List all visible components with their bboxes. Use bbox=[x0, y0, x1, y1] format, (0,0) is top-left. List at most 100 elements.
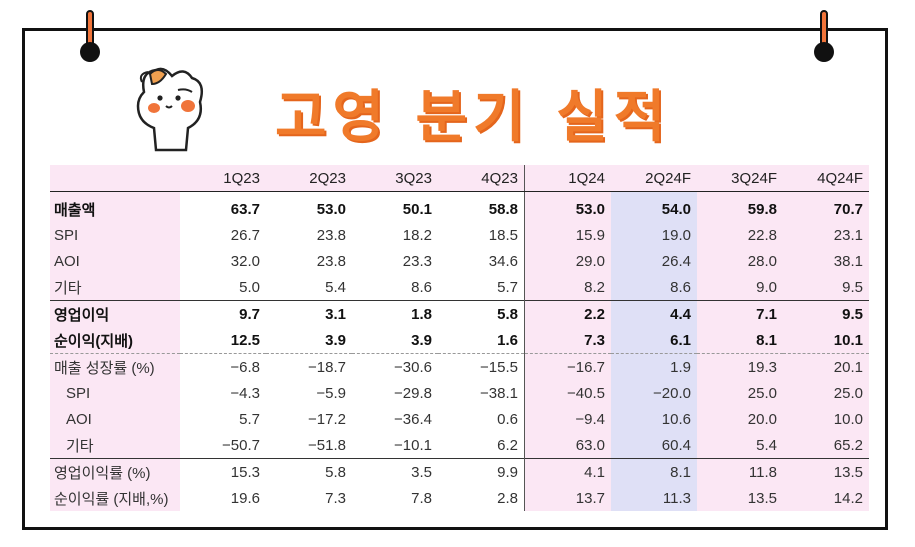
table-row: SPI −4.3 −5.9 −29.8 −38.1 −40.5 −20.0 25… bbox=[50, 380, 869, 406]
table-cell: 38.1 bbox=[783, 248, 869, 274]
table-row: 기타 −50.7 −51.8 −10.1 6.2 63.0 60.4 5.4 6… bbox=[50, 432, 869, 459]
table-row: 매출액 63.7 53.0 50.1 58.8 53.0 54.0 59.8 7… bbox=[50, 191, 869, 222]
table-cell: −30.6 bbox=[352, 353, 438, 380]
column-header: 2Q24F bbox=[611, 165, 697, 192]
table-cell: −17.2 bbox=[308, 410, 346, 428]
table-cell: 14.2 bbox=[783, 485, 869, 511]
row-label: AOI bbox=[50, 248, 180, 274]
table-cell: 22.8 bbox=[697, 222, 783, 248]
table-cell: 3.9 bbox=[411, 331, 432, 349]
table-cell: 13.5 bbox=[783, 458, 869, 485]
table-row: 기타 5.0 5.4 8.6 5.7 8.2 8.6 9.0 9.5 bbox=[50, 274, 869, 301]
table-cell: −4.3 bbox=[230, 384, 260, 402]
table-cell: −5.9 bbox=[316, 384, 346, 402]
table-cell: 23.1 bbox=[783, 222, 869, 248]
table-cell: 63.0 bbox=[524, 432, 611, 459]
table-cell: 5.7 bbox=[497, 278, 518, 296]
page-title: 고영 분기 실적 bbox=[275, 85, 672, 150]
table-cell: 50.1 bbox=[402, 200, 432, 218]
table-cell: 8.2 bbox=[524, 274, 611, 301]
table-cell: −10.1 bbox=[394, 436, 432, 454]
cat-mascot-icon bbox=[136, 67, 203, 152]
pin-ring-icon-right bbox=[814, 42, 834, 62]
table-cell: 23.3 bbox=[402, 252, 432, 270]
table-cell: 7.1 bbox=[697, 300, 783, 327]
table-cell: 65.2 bbox=[783, 432, 869, 459]
table-cell: 10.6 bbox=[611, 406, 697, 432]
row-label: 기타 bbox=[50, 274, 180, 301]
table-cell: 5.8 bbox=[266, 458, 352, 485]
table-cell: 2.2 bbox=[524, 300, 611, 327]
table-row: 매출 성장률 (%) −6.8 −18.7 −30.6 −15.5 −16.7 … bbox=[50, 353, 869, 380]
table-cell: 23.8 bbox=[316, 252, 346, 270]
table-cell: 5.4 bbox=[697, 432, 783, 459]
table-row: 순이익률 (지배,%) 19.6 7.3 7.8 2.8 13.7 11.3 1… bbox=[50, 485, 869, 511]
table-row: 순이익(지배) 12.5 3.9 3.9 1.6 7.3 6.1 8.1 10.… bbox=[50, 327, 869, 354]
table-cell: 9.0 bbox=[697, 274, 783, 301]
table-cell: 5.4 bbox=[325, 278, 346, 296]
table-cell: 54.0 bbox=[611, 191, 697, 222]
table-cell: 2.8 bbox=[497, 489, 518, 507]
table-cell: 18.5 bbox=[488, 226, 518, 244]
table-cell: 8.1 bbox=[697, 327, 783, 354]
table-cell: 20.0 bbox=[697, 406, 783, 432]
table-cell: 20.1 bbox=[783, 353, 869, 380]
table-cell: 23.8 bbox=[316, 226, 346, 244]
table-row: AOI 32.0 23.8 23.3 34.6 29.0 26.4 28.0 3… bbox=[50, 248, 869, 274]
table-cell: 9.7 bbox=[180, 300, 266, 327]
table-cell: 13.7 bbox=[524, 485, 611, 511]
column-header: 1Q23 bbox=[180, 165, 266, 192]
table-cell: 26.4 bbox=[611, 248, 697, 274]
table-cell: 9.5 bbox=[783, 274, 869, 301]
table-cell: 28.0 bbox=[697, 248, 783, 274]
row-label: AOI bbox=[50, 406, 180, 432]
table-cell: −16.7 bbox=[524, 353, 611, 380]
table-cell: 26.7 bbox=[230, 226, 260, 244]
table-cell: 34.6 bbox=[488, 252, 518, 270]
row-label: 영업이익률 (%) bbox=[50, 458, 180, 485]
table-cell: −29.8 bbox=[394, 384, 432, 402]
table-cell: 15.9 bbox=[524, 222, 611, 248]
table-cell: 11.8 bbox=[697, 458, 783, 485]
table-cell: 8.6 bbox=[611, 274, 697, 301]
table-cell: 19.3 bbox=[697, 353, 783, 380]
row-label: 매출액 bbox=[50, 191, 180, 222]
row-label: 순이익(지배) bbox=[50, 327, 180, 354]
table-cell: 9.5 bbox=[783, 300, 869, 327]
table-cell: −38.1 bbox=[480, 384, 518, 402]
column-header: 2Q23 bbox=[266, 165, 352, 192]
table-cell: 12.5 bbox=[230, 331, 260, 349]
table-cell: 4.4 bbox=[611, 300, 697, 327]
table-cell: 10.1 bbox=[783, 327, 869, 354]
table-cell: 58.8 bbox=[488, 200, 518, 218]
table-cell: 25.0 bbox=[697, 380, 783, 406]
table-cell: 53.0 bbox=[524, 191, 611, 222]
pin-ring-icon-left bbox=[80, 42, 100, 62]
table-cell: 15.3 bbox=[180, 458, 266, 485]
table-cell: 19.0 bbox=[611, 222, 697, 248]
row-label: SPI bbox=[50, 222, 180, 248]
table-cell: 11.3 bbox=[611, 485, 697, 511]
table-cell: 3.9 bbox=[325, 331, 346, 349]
table-cell: 29.0 bbox=[524, 248, 611, 274]
table-cell: −9.4 bbox=[524, 406, 611, 432]
table-cell: −6.8 bbox=[180, 353, 266, 380]
table-cell: 1.6 bbox=[497, 331, 518, 349]
row-label: 매출 성장률 (%) bbox=[50, 353, 180, 380]
table-cell: 8.1 bbox=[611, 458, 697, 485]
row-label: 영업이익 bbox=[50, 300, 180, 327]
table-row: AOI 5.7 −17.2 −36.4 0.6 −9.4 10.6 20.0 1… bbox=[50, 406, 869, 432]
table-cell: 25.0 bbox=[783, 380, 869, 406]
table-cell: 70.7 bbox=[783, 191, 869, 222]
table-cell: 3.1 bbox=[266, 300, 352, 327]
table-cell: 32.0 bbox=[230, 252, 260, 270]
row-label: 기타 bbox=[50, 432, 180, 459]
table-cell: 5.8 bbox=[438, 300, 525, 327]
table-cell: 9.9 bbox=[438, 458, 525, 485]
table-cell: 3.5 bbox=[352, 458, 438, 485]
table-cell: −51.8 bbox=[308, 436, 346, 454]
table-cell: 5.0 bbox=[239, 278, 260, 296]
table-cell: 60.4 bbox=[611, 432, 697, 459]
table-cell: 8.6 bbox=[411, 278, 432, 296]
column-header: 4Q23 bbox=[438, 165, 525, 192]
